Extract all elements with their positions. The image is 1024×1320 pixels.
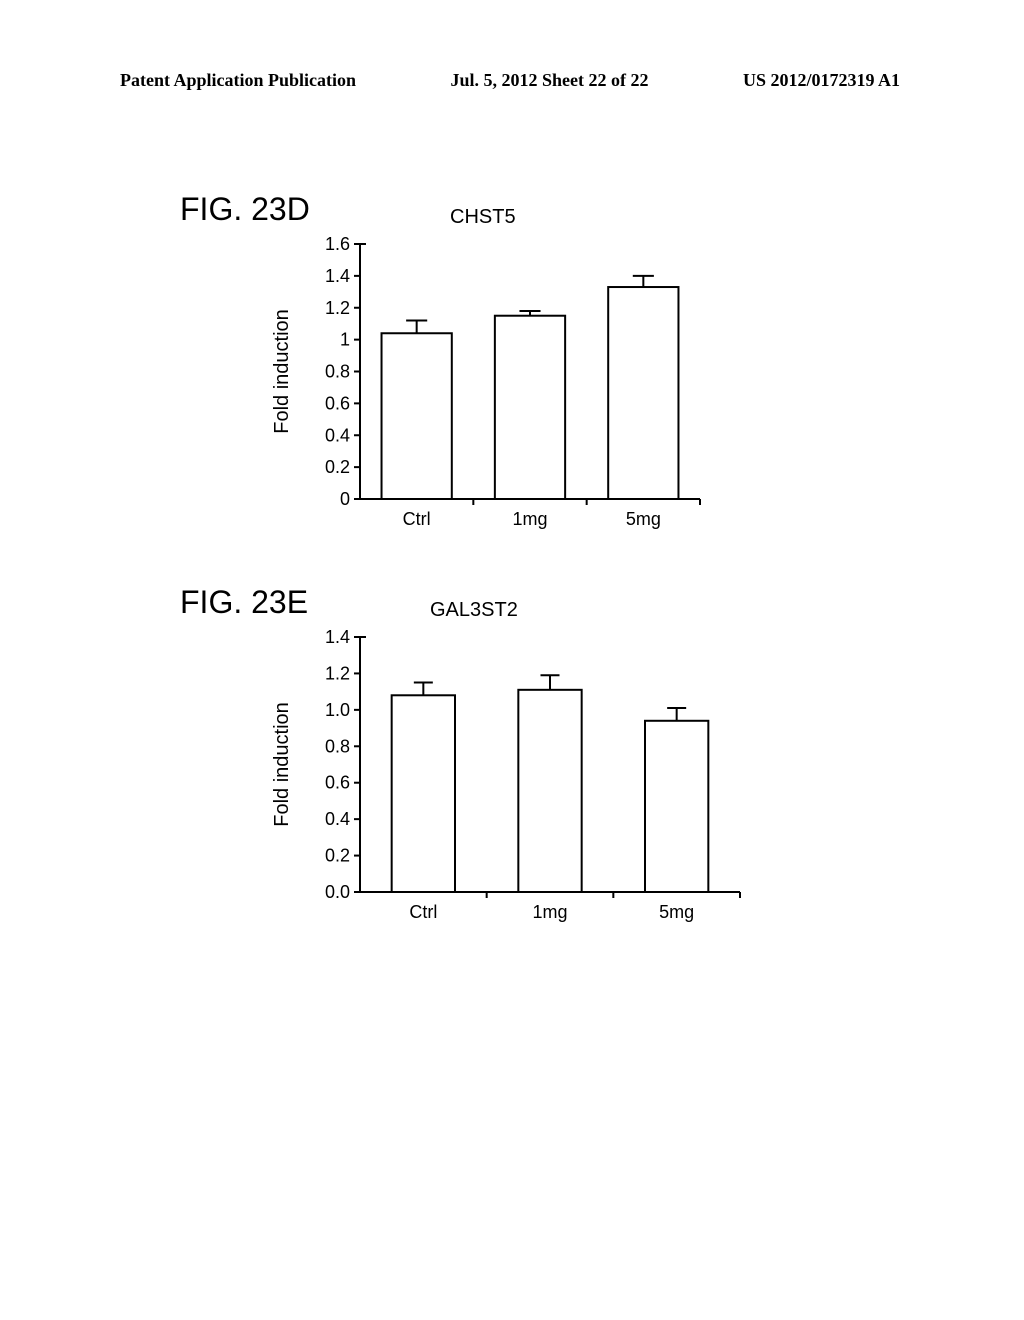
y-tick-label: 0.0: [325, 882, 350, 902]
y-tick-label: 0.6: [325, 773, 350, 793]
y-tick-label: 0.2: [325, 457, 350, 477]
bar: [518, 690, 581, 892]
bar: [382, 333, 452, 499]
chart-title: GAL3ST2: [430, 599, 518, 622]
y-tick-label: 1.4: [325, 627, 350, 647]
chart-gal3st2: 0.00.20.40.60.81.01.21.4Ctrl1mg5mgGAL3ST…: [290, 627, 900, 927]
figure-e-label: FIG. 23E: [180, 584, 900, 621]
x-category-label: 5mg: [659, 902, 694, 922]
header-center: Jul. 5, 2012 Sheet 22 of 22: [451, 70, 649, 91]
y-tick-label: 0.8: [325, 362, 350, 382]
y-tick-label: 0.4: [325, 809, 350, 829]
header: Patent Application Publication Jul. 5, 2…: [120, 70, 900, 91]
y-tick-label: 1.4: [325, 266, 350, 286]
y-tick-label: 0.8: [325, 736, 350, 756]
header-left: Patent Application Publication: [120, 70, 356, 91]
bar: [495, 316, 565, 499]
y-tick-label: 1.6: [325, 234, 350, 254]
chart-chst5: 00.20.40.60.811.21.41.6Ctrl1mg5mgCHST5Fo…: [290, 234, 900, 534]
x-category-label: 5mg: [626, 509, 661, 529]
bar: [392, 695, 455, 892]
y-tick-label: 1.2: [325, 663, 350, 683]
y-tick-label: 0.4: [325, 425, 350, 445]
y-axis-label: Fold induction: [271, 702, 294, 827]
y-tick-label: 1: [340, 330, 350, 350]
x-category-label: Ctrl: [403, 509, 431, 529]
y-tick-label: 0.2: [325, 846, 350, 866]
y-tick-label: 0.6: [325, 393, 350, 413]
bar: [608, 287, 678, 499]
y-tick-label: 0: [340, 489, 350, 509]
bar: [645, 721, 708, 892]
y-tick-label: 1.0: [325, 700, 350, 720]
x-category-label: Ctrl: [409, 902, 437, 922]
chart-title: CHST5: [450, 206, 516, 229]
header-right: US 2012/0172319 A1: [743, 70, 900, 91]
y-tick-label: 1.2: [325, 298, 350, 318]
y-axis-label: Fold induction: [271, 309, 294, 434]
x-category-label: 1mg: [532, 902, 567, 922]
figure-d-label: FIG. 23D: [180, 191, 900, 228]
x-category-label: 1mg: [512, 509, 547, 529]
